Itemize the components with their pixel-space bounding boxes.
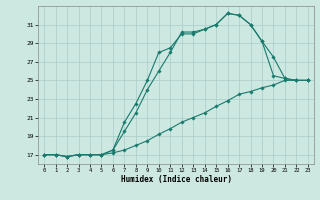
- X-axis label: Humidex (Indice chaleur): Humidex (Indice chaleur): [121, 175, 231, 184]
